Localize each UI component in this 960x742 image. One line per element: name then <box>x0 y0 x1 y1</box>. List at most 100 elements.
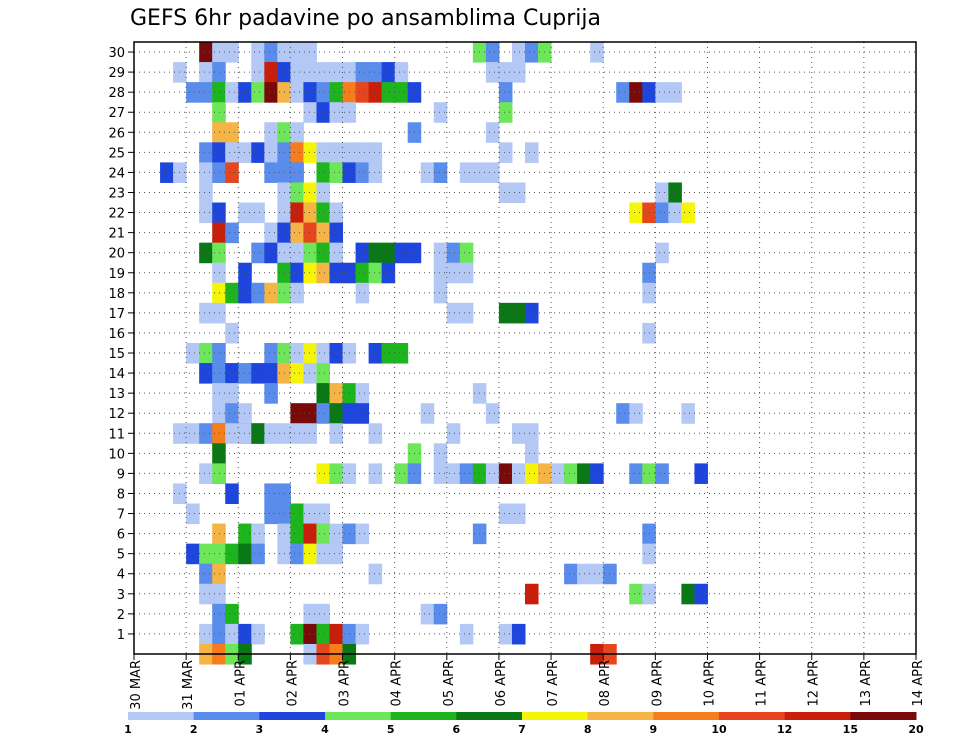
heatmap-cell <box>433 242 448 264</box>
heatmap-cell <box>590 463 604 484</box>
heatmap-cell <box>564 563 578 585</box>
heatmap-cell <box>303 503 317 525</box>
heatmap-cell <box>459 162 474 183</box>
plot-frame <box>133 41 917 655</box>
y-tick-label: 26 <box>108 126 125 141</box>
heatmap-cell <box>225 403 239 424</box>
colorbar-swatch <box>325 712 392 720</box>
heatmap-cell <box>264 162 278 183</box>
heatmap-cell <box>316 342 330 364</box>
heatmap-cell <box>368 342 383 364</box>
colorbar-swatch <box>390 712 457 720</box>
y-tick-label: 21 <box>108 227 125 242</box>
x-tick-label: 12 APR <box>807 660 822 706</box>
heatmap-cell <box>420 403 435 424</box>
heatmap-cell <box>511 463 526 484</box>
colorbar-label: 20 <box>908 723 924 736</box>
x-tick-label: 10 APR <box>702 660 717 706</box>
heatmap-cell <box>303 62 317 83</box>
heatmap-cell <box>225 603 239 625</box>
heatmap-cell <box>303 182 317 204</box>
heatmap-cell <box>329 142 344 163</box>
heatmap-cell <box>199 162 213 183</box>
heatmap-cell <box>186 503 200 525</box>
heatmap-cell <box>511 423 526 444</box>
heatmap-cell <box>290 242 304 264</box>
y-tick-label: 19 <box>108 267 125 282</box>
x-tick-label: 14 APR <box>911 660 926 706</box>
x-tick-label: 11 APR <box>755 660 770 706</box>
heatmap-cell <box>303 603 317 625</box>
heatmap-cell <box>290 82 304 103</box>
heatmap-cell <box>368 563 383 585</box>
x-axis-ticks: 30 MAR 31 MAR 01 APR 02 APR 03 APR 04 APR 05 A… <box>129 654 926 710</box>
heatmap-cell <box>329 62 344 83</box>
heatmap-cell <box>525 142 539 163</box>
heatmap-cell <box>355 242 370 264</box>
heatmap-cell <box>290 342 304 364</box>
heatmap-cell <box>199 423 213 444</box>
heatmap-cell <box>381 242 396 264</box>
heatmap-cell <box>368 142 383 163</box>
colorbar-swatch <box>653 712 720 720</box>
heatmap-cell <box>525 443 539 464</box>
x-tick-label: 13 APR <box>859 660 874 706</box>
heatmap-cell <box>212 423 226 444</box>
heatmap-cell <box>329 342 344 364</box>
y-tick-label: 29 <box>108 66 125 81</box>
heatmap-cell <box>316 503 330 525</box>
heatmap-cell <box>316 543 330 565</box>
heatmap-cell <box>316 363 330 384</box>
heatmap-cell <box>316 202 330 224</box>
heatmap-cell <box>355 162 370 183</box>
heatmap-cell <box>316 623 330 645</box>
heatmap-cell <box>290 122 304 143</box>
y-tick-label: 7 <box>117 508 125 523</box>
heatmap-cell <box>251 282 265 304</box>
heatmap-cell <box>212 142 226 163</box>
heatmap-cell <box>381 262 396 284</box>
heatmap-cell <box>212 262 226 284</box>
heatmap-cell <box>199 342 213 364</box>
heatmap-cell <box>212 82 226 103</box>
heatmap-cell <box>264 483 278 505</box>
x-tick-label: 02 APR <box>285 660 300 706</box>
heatmap-cell <box>290 282 304 304</box>
heatmap-cell <box>251 423 265 444</box>
heatmap-cell <box>199 142 213 163</box>
heatmap-cell <box>485 403 500 424</box>
heatmap-cell <box>225 82 239 103</box>
heatmap-cell <box>238 363 252 384</box>
heatmap-cell <box>420 603 435 625</box>
heatmap-cell <box>459 463 474 484</box>
heatmap-cell <box>264 242 278 264</box>
heatmap-cell <box>498 302 513 324</box>
heatmap-cell <box>199 242 213 264</box>
heatmap-cell <box>290 543 304 565</box>
heatmap-cell <box>368 162 383 183</box>
heatmap-cell <box>485 62 500 83</box>
heatmap-cell <box>212 583 226 605</box>
heatmap-cell <box>329 202 344 224</box>
heatmap-cell <box>199 463 213 484</box>
heatmap-cell <box>511 302 526 324</box>
x-tick-label: 31 MAR <box>181 660 196 710</box>
heatmap-cell <box>264 42 278 63</box>
heatmap-cell <box>290 222 304 244</box>
heatmap-cell <box>264 62 278 83</box>
y-tick-label: 22 <box>108 207 125 222</box>
heatmap-cell <box>355 142 370 163</box>
heatmap-cell <box>355 62 370 83</box>
heatmap-cell <box>459 262 474 284</box>
heatmap-cell <box>303 363 317 384</box>
heatmap-cell <box>629 463 643 484</box>
heatmap-cell <box>251 623 265 645</box>
heatmap-cell <box>225 282 239 304</box>
heatmap-cell <box>551 463 565 484</box>
heatmap-cell <box>629 403 643 424</box>
heatmap-cell <box>316 262 330 284</box>
heatmap-cell <box>498 463 513 484</box>
heatmap-cell <box>212 62 226 83</box>
heatmap-cell <box>212 102 226 123</box>
